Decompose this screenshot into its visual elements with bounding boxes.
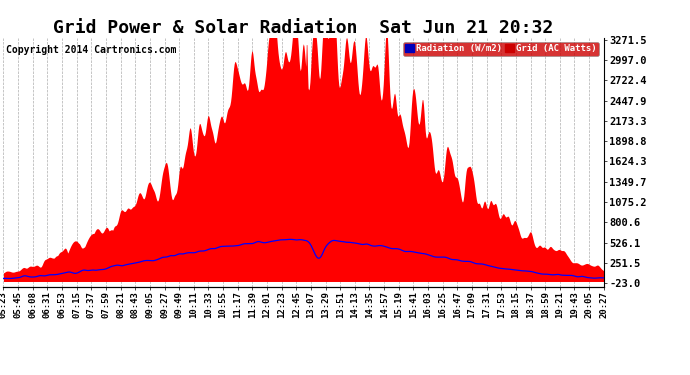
Title: Grid Power & Solar Radiation  Sat Jun 21 20:32: Grid Power & Solar Radiation Sat Jun 21 … xyxy=(53,20,553,38)
Text: Copyright 2014 Cartronics.com: Copyright 2014 Cartronics.com xyxy=(6,45,177,55)
Legend: Radiation (W/m2), Grid (AC Watts): Radiation (W/m2), Grid (AC Watts) xyxy=(403,42,599,56)
